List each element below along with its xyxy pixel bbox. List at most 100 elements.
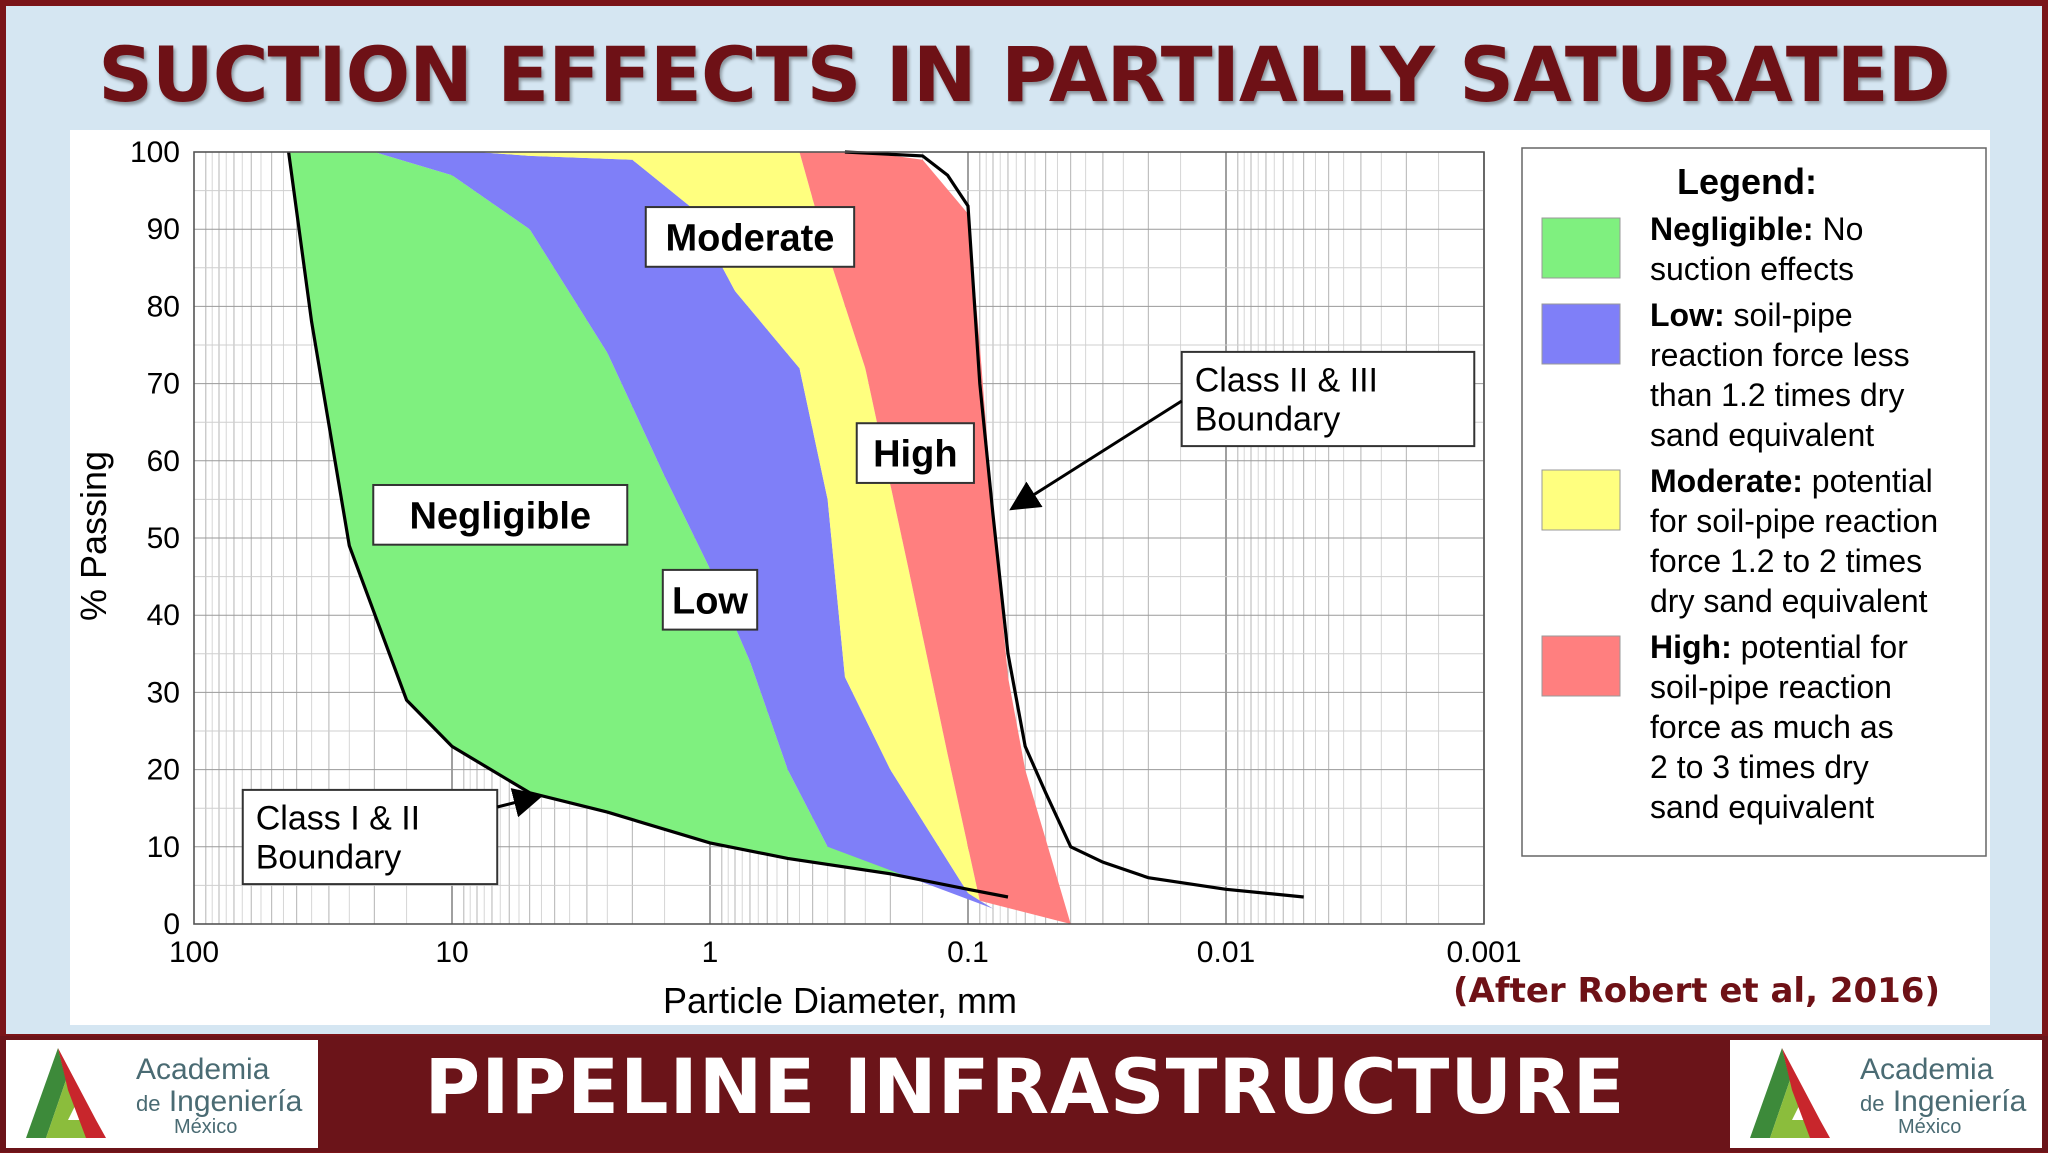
logo-text-line2: Ingeniería [1892,1084,2027,1118]
y-tick-label: 90 [147,213,180,246]
region-high [632,152,1071,924]
y-tick-label: 70 [147,368,180,401]
logo-text-line2: Ingeniería [168,1084,303,1118]
region-low [374,152,993,909]
legend-item-desc: No [1822,211,1863,247]
legend-item-text: High: potential for [1650,629,1908,665]
logo-text-line1: Academia [1860,1053,1994,1086]
legend-item-high: High: potential for soil-pipe reaction for… [1541,629,1908,825]
plot-frame [193,151,1485,925]
legend-item-text: Negligible: No [1650,211,1863,247]
annotation-arrow-class-2-3 [1009,399,1183,511]
chart-legend: Legend: Negligible: No suction effects Low:… [1521,147,1987,857]
annotation-arrow-class-1-2 [496,788,544,818]
annotation-class-2-3-box [1180,350,1476,448]
region-moderate [477,152,993,909]
region-label-high-box [855,422,975,484]
annotation-class-1-2-box [241,788,499,886]
legend-item-desc: sand equivalent [1650,417,1874,453]
academia-logo-icon [26,1048,106,1138]
x-tick-label: 0.001 [1446,936,1521,969]
x-tick-label: 0.1 [947,936,989,969]
x-tick-label: 1 [702,936,719,969]
y-tick-label: 50 [147,522,180,555]
chart-axes [193,151,1485,925]
region-negligible [288,152,1009,897]
x-tick-label: 0.01 [1197,936,1255,969]
chart-curves [287,150,1304,899]
x-axis-label: Particle Diameter, mm [663,980,1017,1021]
logo-right: Academia de Ingeniería México [1730,1040,2042,1148]
y-tick-label: 30 [147,676,180,709]
y-tick-label: 100 [130,136,180,169]
legend-item-negligible: Negligible: No suction effects [1541,211,1863,287]
legend-item-desc: for soil-pipe reaction [1650,503,1938,539]
logo-text-line3: México [174,1116,238,1138]
legend-item-desc: dry sand equivalent [1650,583,1928,619]
chart-tick-labels: 100 10 1 0.1 0.01 0.001 0 10 20 30 40 50 60 70 80 90 100 [130,136,1522,969]
region-label-moderate-box [644,206,856,268]
region-label-low-box [661,568,759,631]
annotation-class-2-3-text: Boundary [1195,401,1341,439]
region-label-negligible-box [372,483,629,546]
region-label-negligible-text: Negligible [409,495,591,537]
slide-title: SUCTION EFFECTS IN PARTIALLY SATURATED S… [98,30,1950,208]
academia-logo-icon [1750,1048,1830,1138]
region-label-negligible: Negligible [372,483,629,546]
curve-class-1-2-boundary [287,151,1009,899]
logo-text-line3: México [1898,1116,1962,1138]
legend-item-desc: force as much as [1650,709,1894,745]
legend-item-low: Low: soil-pipe reaction force less than 1.… [1541,297,1910,453]
legend-item-bold: High: [1650,629,1741,665]
legend-item-desc: suction effects [1650,251,1854,287]
grain-size-chart: 100 10 1 0.1 0.01 0.0010102030405060708090100… [70,130,1990,1025]
annotation-class-2-3-text: Class II & III [1195,362,1378,400]
region-label-high: High [855,422,975,484]
legend-item-desc: soil-pipe reaction [1650,669,1892,705]
legend-item-desc: soil-pipe [1734,297,1853,333]
y-axis-label: % Passing [73,451,114,621]
x-tick-label: 10 [435,936,468,969]
logo-text-prefix: de [1860,1090,1885,1116]
legend-item-desc: than 1.2 times dry [1650,377,1904,413]
legend-item-text: Moderate: potential [1650,463,1933,499]
legend-swatch [1541,469,1621,531]
legend-item-moderate: Moderate: potential for soil-pipe reactio… [1541,463,1938,619]
annotation-class-1-2-text: Class I & II [256,800,420,838]
legend-swatch [1541,635,1621,697]
legend-item-desc: potential for [1741,629,1909,665]
region-label-moderate-text: Moderate [666,217,835,259]
y-tick-label: 0 [163,908,180,941]
legend-item-bold: Low: [1650,297,1734,333]
footer-bar [0,1036,2048,1152]
legend-title: Legend: [1677,161,1817,202]
region-label-low: Low [661,568,759,631]
logo-text-prefix: de [136,1090,161,1116]
footer-title: PIPELINE INFRASTRUCTURE [424,1042,1626,1131]
annotation-class-1-2-text: Boundary [256,839,402,877]
region-label-high-text: High [873,434,957,476]
legend-item-bold: Moderate: [1650,463,1812,499]
legend-swatch [1541,217,1621,279]
x-tick-label: 100 [169,936,219,969]
y-tick-label: 10 [147,831,180,864]
legend-item-bold: Negligible: [1650,211,1822,247]
legend-swatch [1541,303,1621,365]
logo-text-line1: Academia [136,1053,270,1086]
y-tick-label: 80 [147,290,180,323]
legend-item-text: Low: soil-pipe [1650,297,1853,333]
legend-item-desc: reaction force less [1650,337,1910,373]
y-tick-label: 40 [147,599,180,632]
citation: (After Robert et al, 2016) [1453,971,1940,1011]
region-labels: Negligible Low Moderate High [372,206,975,631]
legend-item-desc: force 1.2 to 2 times [1650,543,1922,579]
logo-left: Academia de Ingeniería México [6,1040,318,1148]
y-tick-label: 20 [147,754,180,787]
region-label-low-text: Low [672,580,748,622]
region-label-moderate: Moderate [644,206,856,268]
legend-item-desc: sand equivalent [1650,789,1874,825]
legend-item-desc: 2 to 3 times dry [1650,749,1869,785]
